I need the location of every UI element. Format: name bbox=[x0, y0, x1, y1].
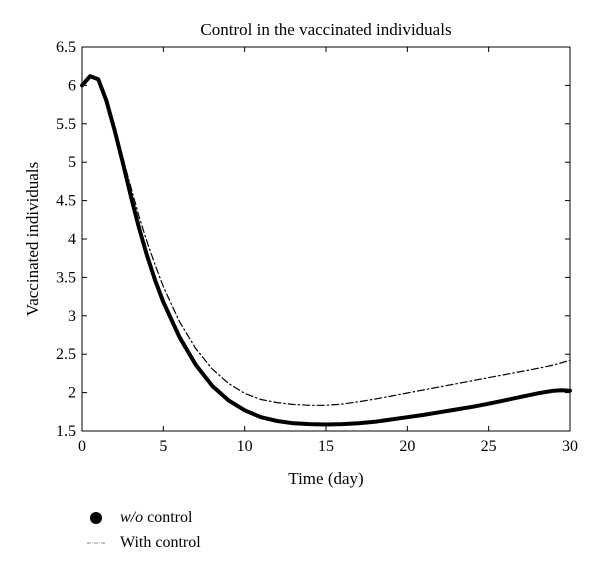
x-tick-label-0: 0 bbox=[78, 438, 86, 455]
x-tick-label-2: 10 bbox=[237, 438, 253, 455]
y-tick-label-10: 6.5 bbox=[56, 39, 76, 56]
y-tick-label-7: 5 bbox=[68, 154, 76, 171]
legend-label-wo-control: w/o control bbox=[120, 509, 192, 527]
x-tick-label-4: 20 bbox=[399, 438, 415, 455]
x-axis: 0 5 10 15 20 25 30 bbox=[78, 47, 578, 455]
y-tick-label-5: 4 bbox=[68, 231, 76, 248]
chart-title: Control in the vaccinated individuals bbox=[200, 20, 451, 39]
legend-label-italic: w/o bbox=[120, 509, 144, 526]
series-line-wo-control bbox=[80, 74, 572, 427]
x-tick-label-5: 25 bbox=[481, 438, 497, 455]
y-tick-label-3: 3 bbox=[68, 308, 76, 325]
x-tick-label-3: 15 bbox=[318, 438, 334, 455]
filled-circle-icon bbox=[90, 512, 102, 524]
series-line-with-control bbox=[81, 75, 571, 406]
legend-label-rest: control bbox=[143, 509, 193, 526]
legend-item-wo-control: w/o control bbox=[78, 507, 192, 529]
y-tick-label-2: 2.5 bbox=[56, 346, 76, 363]
y-tick-label-4: 3.5 bbox=[56, 269, 76, 286]
x-tick-label-1: 5 bbox=[159, 438, 167, 455]
legend-item-with-control: With control bbox=[78, 532, 201, 554]
y-tick-label-1: 2 bbox=[68, 385, 76, 402]
legend-marker-wo-control bbox=[78, 512, 114, 524]
x-axis-label: Time (day) bbox=[288, 469, 363, 488]
y-tick-label-6: 4.5 bbox=[56, 193, 76, 210]
x-tick-label-6: 30 bbox=[562, 438, 578, 455]
y-tick-label-0: 1.5 bbox=[56, 423, 76, 440]
y-tick-label-9: 6 bbox=[68, 77, 76, 94]
legend-label-with-control: With control bbox=[120, 534, 201, 551]
y-axis: 1.5 2 2.5 3 3.5 4 4.5 5 5.5 6 6.5 bbox=[56, 39, 570, 440]
y-tick-label-8: 5.5 bbox=[56, 116, 76, 133]
dash-dot-line-icon bbox=[87, 542, 105, 544]
series-layer bbox=[80, 74, 572, 427]
plot-area-frame bbox=[81, 46, 571, 432]
y-axis-label: Vaccinated individuals bbox=[23, 162, 42, 316]
